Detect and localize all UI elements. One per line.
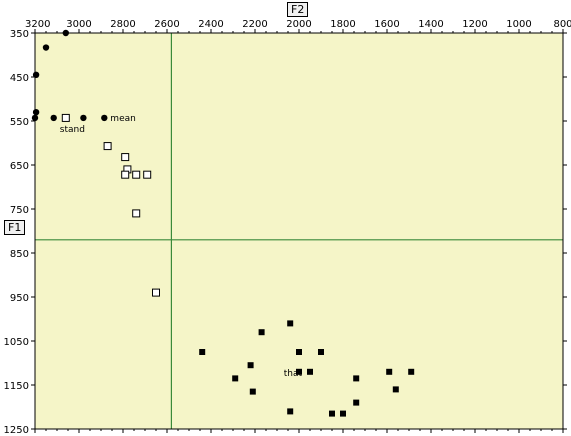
x-tick-label: 2800 xyxy=(110,19,135,30)
data-point-open-square xyxy=(103,142,112,151)
data-point-square xyxy=(296,349,302,355)
y-tick-label: 950 xyxy=(10,293,29,304)
data-point-circle xyxy=(42,44,50,51)
x-tick-label: 2600 xyxy=(154,19,179,30)
data-points xyxy=(31,29,415,417)
data-point-square xyxy=(353,399,360,406)
annotations: mean stand that xyxy=(60,114,303,379)
data-point-open-square xyxy=(152,288,160,297)
y-tick-label: 650 xyxy=(10,161,29,172)
x-tick-label: 800 xyxy=(553,19,571,30)
annotation-label: that xyxy=(284,369,303,379)
y-tick-label: 550 xyxy=(10,117,29,128)
data-point-circle xyxy=(80,114,87,122)
data-point-square xyxy=(307,368,313,375)
y-tick-label: 850 xyxy=(10,249,29,260)
data-point-square xyxy=(340,410,346,417)
data-point-open-square xyxy=(132,170,141,179)
data-point-open-square xyxy=(132,209,141,218)
y-axis-label: F1 xyxy=(4,220,26,235)
crosshair xyxy=(35,33,563,429)
x-tick-label: 1800 xyxy=(330,19,355,30)
data-point-square xyxy=(353,375,360,382)
plot-frame xyxy=(34,32,564,430)
data-point-circle xyxy=(50,114,57,122)
data-point-square xyxy=(386,368,393,375)
y-tick-label: 450 xyxy=(10,73,29,84)
data-point-square xyxy=(329,410,335,417)
tick-layer: 3200 3000 2800 2600 2400 2200 2000 1800 1600 1400… xyxy=(4,19,571,436)
data-point-circle xyxy=(32,109,40,116)
data-point-square xyxy=(249,388,256,395)
data-point-circle xyxy=(101,114,108,122)
x-tick-label: 1200 xyxy=(462,19,487,30)
x-tick-label: 1600 xyxy=(374,19,399,30)
x-tick-label: 3200 xyxy=(25,19,50,30)
x-tick-label: 3000 xyxy=(66,19,91,30)
data-point-circle xyxy=(32,71,40,79)
annotation-label: mean xyxy=(110,114,136,124)
data-point-open-square xyxy=(121,153,130,162)
y-tick-label: 350 xyxy=(10,29,29,40)
plot-area xyxy=(35,33,563,429)
y-tick-label: 1050 xyxy=(4,337,29,348)
data-point-open-square xyxy=(121,170,130,179)
data-point-square xyxy=(296,368,302,375)
data-point-square xyxy=(318,349,324,355)
y-tick-label: 1250 xyxy=(4,425,29,436)
data-point-square xyxy=(392,386,399,393)
data-point-square xyxy=(247,362,254,369)
x-tick-label: 2000 xyxy=(286,19,311,30)
data-point-square xyxy=(199,349,206,355)
y-tick-label: 750 xyxy=(10,205,29,216)
data-point-square xyxy=(258,329,265,336)
annotation-label: stand xyxy=(60,125,85,135)
x-tick-label: 1400 xyxy=(418,19,443,30)
data-point-square xyxy=(287,320,294,327)
y-tick-label: 1150 xyxy=(4,381,29,392)
x-tick-label: 2400 xyxy=(198,19,223,30)
x-tick-label: 2200 xyxy=(242,19,267,30)
data-point-open-square xyxy=(61,113,70,122)
x-tick-label: 1000 xyxy=(506,19,531,30)
data-point-open-square xyxy=(143,170,152,179)
data-point-square xyxy=(287,408,294,415)
data-point-square xyxy=(232,375,239,382)
x-axis-label: F2 xyxy=(287,2,309,17)
data-point-square xyxy=(408,368,415,375)
